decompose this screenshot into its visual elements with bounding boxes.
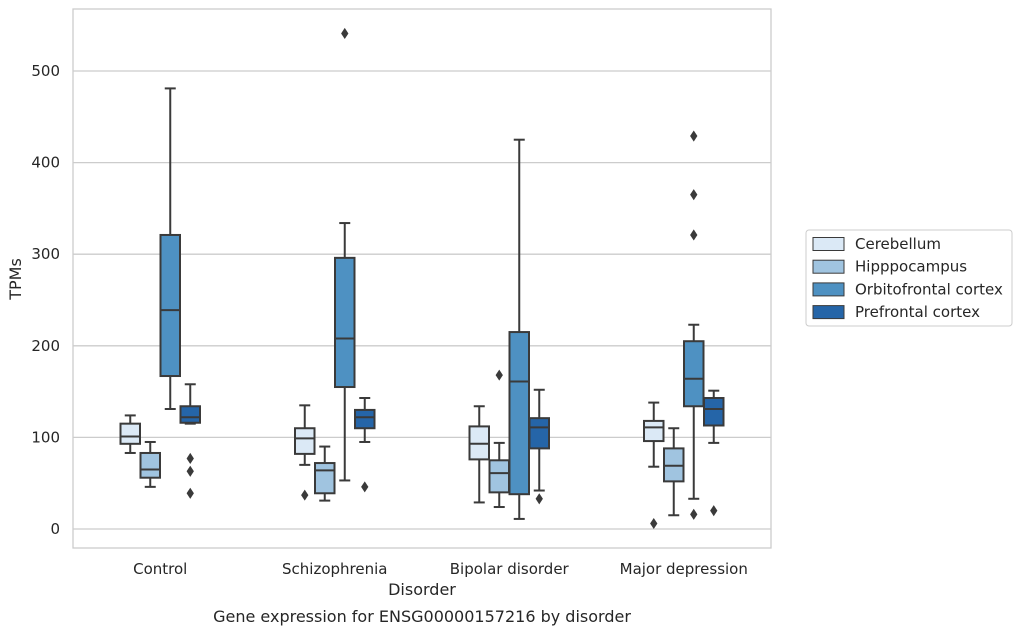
y-tick-label: 300: [31, 245, 60, 263]
box-orbitofrontal-cortex: [508, 138, 530, 520]
iqr-box: [488, 459, 510, 494]
box-prefrontal-cortex: [354, 397, 376, 493]
x-tick-label: Major depression: [620, 560, 748, 578]
outlier-point: [186, 465, 194, 477]
box-orbitofrontal-cortex: [334, 27, 356, 482]
iqr-box: [528, 417, 550, 450]
outlier-point: [535, 493, 543, 505]
legend: Cerebellum Hipppocampus Orbitofrontal cort…: [805, 229, 1013, 327]
box-cerebellum: [119, 414, 141, 454]
x-axis-label: Disorder: [388, 580, 456, 599]
box-hipppocampus: [663, 427, 685, 517]
outlier-point: [186, 487, 194, 499]
x-tick-label: Control: [133, 560, 187, 578]
iqr-box: [119, 422, 141, 445]
box-cerebellum: [643, 401, 665, 530]
legend-label: Hipppocampus: [855, 258, 967, 276]
legend-swatch: [812, 282, 845, 297]
outlier-point: [710, 505, 718, 517]
iqr-box: [314, 462, 336, 495]
iqr-box: [354, 408, 376, 430]
iqr-box: [179, 405, 201, 424]
outlier-point: [186, 452, 194, 465]
y-tick-label: 400: [31, 154, 60, 172]
outlier-point: [690, 229, 698, 241]
x-tick-label: Schizophrenia: [282, 560, 387, 578]
legend-label: Prefrontal cortex: [855, 303, 980, 321]
outlier-point: [341, 27, 349, 39]
box-hipppocampus: [488, 369, 510, 509]
legend-label: Orbitofrontal cortex: [855, 280, 1003, 298]
y-tick-labels: 0 100 200 300 400 500: [31, 62, 60, 538]
iqr-box: [159, 233, 181, 378]
box-hipppocampus: [314, 445, 336, 502]
outlier-point: [690, 508, 698, 520]
box-cerebellum: [294, 404, 316, 501]
boxes: [119, 27, 725, 530]
x-tick-labels: Control Schizophrenia Bipolar disorder Majo…: [133, 560, 748, 578]
iqr-box: [139, 451, 161, 479]
legend-swatch: [812, 305, 845, 320]
iqr-box: [643, 419, 665, 443]
y-tick-label: 200: [31, 337, 60, 355]
chart-caption: Gene expression for ENSG00000157216 by d…: [213, 607, 631, 626]
outlier-point: [495, 369, 503, 381]
iqr-box: [703, 397, 725, 427]
outlier-point: [301, 489, 309, 501]
box-prefrontal-cortex: [179, 383, 201, 499]
legend-swatch: [812, 237, 845, 251]
outlier-point: [690, 189, 698, 201]
box-cerebellum: [468, 405, 490, 504]
box-prefrontal-cortex: [528, 388, 550, 505]
outlier-point: [650, 517, 658, 530]
box-hipppocampus: [139, 440, 161, 488]
box-prefrontal-cortex: [703, 389, 725, 517]
x-tick-label: Bipolar disorder: [450, 560, 570, 578]
box-orbitofrontal-cortex: [683, 130, 705, 520]
y-tick-label: 500: [31, 62, 60, 80]
y-tick-label: 0: [50, 520, 60, 538]
y-axis-label: TPMs: [6, 258, 25, 301]
iqr-box: [683, 340, 705, 408]
box-orbitofrontal-cortex: [159, 87, 181, 411]
legend-swatch: [812, 259, 845, 274]
iqr-box: [508, 331, 530, 496]
iqr-box: [334, 256, 356, 389]
legend-frame: [805, 229, 1013, 327]
outlier-point: [361, 481, 369, 493]
outlier-point: [690, 130, 698, 142]
iqr-box: [294, 427, 316, 455]
y-tick-label: 100: [31, 428, 60, 446]
legend-label: Cerebellum: [855, 235, 941, 253]
